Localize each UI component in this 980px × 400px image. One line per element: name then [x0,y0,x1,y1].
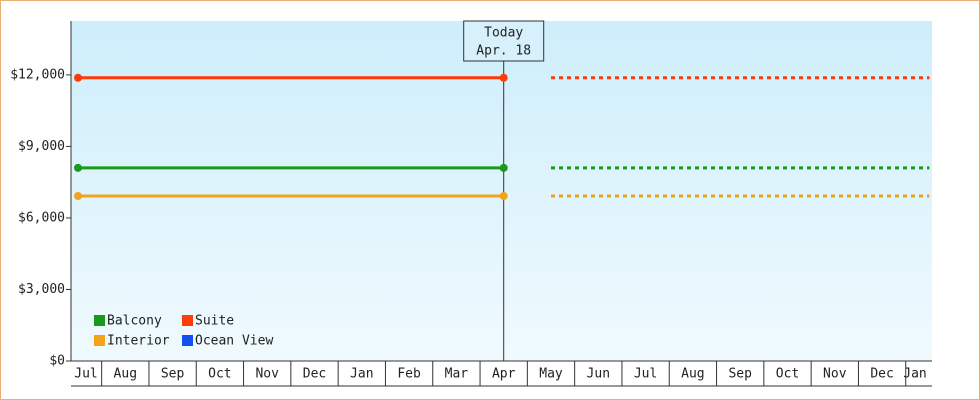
x-tick-label: Nov [823,367,847,382]
x-tick-label: Sep [161,367,185,382]
legend-label: Interior [107,334,170,349]
x-tick-label: Aug [681,367,704,382]
y-tick-label: $12,000 [10,67,65,82]
legend-swatch [94,335,105,346]
legend-swatch [182,315,193,326]
x-tick-label: May [539,367,563,382]
x-tick-label: Jan [903,367,926,382]
x-tick-label: Dec [870,367,893,382]
y-tick-label: $3,000 [18,282,65,297]
x-tick-label: Nov [255,367,279,382]
today-box [463,20,545,62]
legend-swatch [94,315,105,326]
legend-label: Balcony [107,314,162,329]
today-date: Apr. 18 [476,44,531,59]
y-tick-label: $6,000 [18,210,65,225]
today-text: Today [484,26,523,41]
point [74,73,82,82]
point [499,163,508,172]
x-tick-label: Oct [776,367,799,382]
x-tick-label: Feb [397,367,421,382]
x-tick-label: Mar [445,367,469,382]
point [499,73,508,82]
x-tick-label: Jun [587,367,610,382]
plot-area [71,21,932,361]
x-tick-label: Jul [634,367,657,382]
point [499,192,508,201]
y-tick-label: $0 [49,354,65,369]
x-tick-label: Jan [350,367,373,382]
legend-swatch [182,335,193,346]
x-tick-label: Oct [208,367,231,382]
x-tick-label: Apr [492,367,516,382]
y-tick-label: $9,000 [18,139,65,154]
point [74,163,82,172]
point [74,192,82,201]
legend-label: Ocean View [195,334,273,349]
x-tick-label: Jul [74,367,97,382]
x-tick-label: Sep [728,367,752,382]
legend-label: Suite [195,314,234,329]
x-tick-label: Dec [303,367,326,382]
x-tick-label: Aug [114,367,137,382]
